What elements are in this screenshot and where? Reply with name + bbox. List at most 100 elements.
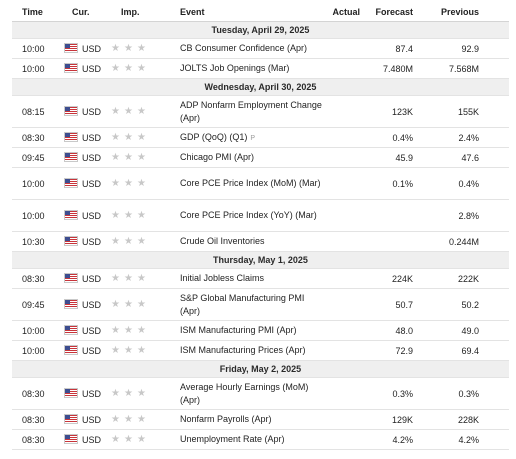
date-row: Friday, May 2, 2025: [12, 360, 509, 378]
date-label: Thursday, May 1, 2025: [12, 251, 509, 269]
currency-code: USD: [82, 179, 102, 189]
event-time: 10:00: [12, 38, 62, 59]
event-row[interactable]: 10:00 USD ★ ★ ★ Core PCE Price Index (YoY) (M…: [12, 199, 509, 232]
event-name[interactable]: ISM Manufacturing PMI (Apr): [180, 325, 297, 335]
event-row[interactable]: 10:00 USD ★ ★ ★ Core PCE Price Index (MoM) (M…: [12, 167, 509, 200]
event-row[interactable]: 10:00 USD ★ ★ ★ JOLTS Job Openings (Mar) 7.480…: [12, 58, 509, 79]
event-row[interactable]: 08:30 USD ★ ★ ★ Initial Jobless Claims 224K 222…: [12, 268, 509, 289]
event-previous: 4.2%: [421, 429, 509, 450]
star-icon: ★: [136, 152, 146, 163]
event-name[interactable]: JOLTS Job Openings (Mar): [180, 63, 290, 73]
event-row[interactable]: 10:00 USD ★ ★ ★ ISM Manufacturing PMI (Apr) 48…: [12, 320, 509, 341]
event-currency: USD: [62, 199, 111, 232]
event-previous: 2.8%: [421, 199, 509, 232]
event-row[interactable]: 08:15 USD ★ ★ ★ ADP Nonfarm Employment Change…: [12, 95, 509, 128]
event-name[interactable]: Average Hourly Earnings (MoM) (Apr): [180, 381, 309, 405]
us-flag-icon: [64, 43, 78, 53]
event-name-cell[interactable]: Average Hourly Earnings (MoM) (Apr): [180, 377, 328, 410]
us-flag-icon: [64, 152, 78, 162]
event-name-cell[interactable]: ISM Manufacturing PMI (Apr): [180, 320, 328, 341]
currency-code: USD: [82, 274, 102, 284]
event-name[interactable]: S&P Global Manufacturing PMI (Apr): [180, 292, 305, 316]
event-name[interactable]: ADP Nonfarm Employment Change (Apr): [180, 99, 322, 123]
event-currency: USD: [62, 429, 111, 450]
event-previous: 92.9: [421, 38, 509, 59]
event-previous: 2.4%: [421, 127, 509, 148]
event-row[interactable]: 10:30 USD ★ ★ ★ Crude Oil Inventories 0.244M: [12, 231, 509, 252]
header-previous[interactable]: Previous: [421, 2, 509, 22]
event-row[interactable]: 10:00 USD ★ ★ ★ CB Consumer Confidence (Apr) 8…: [12, 38, 509, 59]
event-importance: ★ ★ ★: [111, 409, 180, 430]
header-actual[interactable]: Actual: [328, 2, 368, 22]
header-event[interactable]: Event: [180, 2, 328, 22]
event-row[interactable]: 09:45 USD ★ ★ ★ Chicago PMI (Apr) 45.9 47.6: [12, 147, 509, 168]
header-currency[interactable]: Cur.: [62, 2, 111, 22]
header-time[interactable]: Time: [12, 2, 62, 22]
event-forecast: 50.7: [368, 288, 421, 321]
event-forecast: 0.4%: [368, 127, 421, 148]
us-flag-icon: [64, 63, 78, 73]
event-name-cell[interactable]: CB Consumer Confidence (Apr): [180, 38, 328, 59]
flag-canton: [65, 153, 70, 157]
event-forecast: 4.2%: [368, 429, 421, 450]
event-currency: USD: [62, 409, 111, 430]
currency-code: USD: [82, 44, 102, 54]
flag-canton: [65, 274, 70, 278]
event-time: 10:00: [12, 167, 62, 200]
star-icon: ★: [123, 132, 133, 143]
event-name-cell[interactable]: S&P Global Manufacturing PMI (Apr): [180, 288, 328, 321]
star-icon: ★: [111, 152, 120, 163]
us-flag-icon: [64, 299, 78, 309]
event-name-cell[interactable]: JOLTS Job Openings (Mar): [180, 58, 328, 79]
event-name[interactable]: Unemployment Rate (Apr): [180, 434, 285, 444]
event-importance: ★ ★ ★: [111, 58, 180, 79]
event-importance: ★ ★ ★: [111, 231, 180, 252]
event-name[interactable]: ISM Manufacturing Prices (Apr): [180, 345, 306, 355]
date-label: Wednesday, April 30, 2025: [12, 78, 509, 96]
event-name[interactable]: Initial Jobless Claims: [180, 273, 265, 283]
flag-canton: [65, 389, 70, 393]
event-previous: 49.0: [421, 320, 509, 341]
event-name[interactable]: Nonfarm Payrolls (Apr): [180, 414, 272, 424]
event-row[interactable]: 10:00 USD ★ ★ ★ ISM Manufacturing Prices (Apr…: [12, 340, 509, 361]
event-name[interactable]: Chicago PMI (Apr): [180, 152, 255, 162]
header-forecast[interactable]: Forecast: [368, 2, 421, 22]
star-icon: ★: [136, 414, 146, 425]
event-currency: USD: [62, 231, 111, 252]
event-name-cell[interactable]: Chicago PMI (Apr): [180, 147, 328, 168]
event-importance: ★ ★ ★: [111, 147, 180, 168]
event-name-cell[interactable]: Core PCE Price Index (MoM) (Mar): [180, 167, 328, 200]
event-name-cell[interactable]: ADP Nonfarm Employment Change (Apr): [180, 95, 328, 128]
event-row[interactable]: 08:30 USD ★ ★ ★ Nonfarm Payrolls (Apr) 129K 228…: [12, 409, 509, 430]
event-name[interactable]: Core PCE Price Index (YoY) (Mar): [180, 210, 317, 220]
event-row[interactable]: 09:45 USD ★ ★ ★ S&P Global Manufacturing PMI …: [12, 288, 509, 321]
flag-canton: [65, 300, 70, 304]
event-row[interactable]: 08:30 USD ★ ★ ★ GDP (QoQ) (Q1) P 0.4% 2.4%: [12, 127, 509, 148]
star-icon: ★: [136, 273, 146, 284]
event-forecast: 129K: [368, 409, 421, 430]
event-time: 08:30: [12, 127, 62, 148]
event-name-cell[interactable]: Core PCE Price Index (YoY) (Mar): [180, 199, 328, 232]
event-currency: USD: [62, 340, 111, 361]
event-importance: ★ ★ ★: [111, 377, 180, 410]
currency-code: USD: [82, 346, 102, 356]
event-name[interactable]: GDP (QoQ) (Q1): [180, 131, 248, 142]
header-importance[interactable]: Imp.: [111, 2, 180, 22]
flag-canton: [65, 211, 70, 215]
event-name-cell[interactable]: Nonfarm Payrolls (Apr): [180, 409, 328, 430]
event-name[interactable]: Crude Oil Inventories: [180, 236, 265, 246]
event-name-cell[interactable]: ISM Manufacturing Prices (Apr): [180, 340, 328, 361]
us-flag-icon: [64, 273, 78, 283]
event-row[interactable]: 08:30 USD ★ ★ ★ Average Hourly Earnings (MoM)…: [12, 377, 509, 410]
event-name-cell[interactable]: Initial Jobless Claims: [180, 268, 328, 289]
event-name[interactable]: Core PCE Price Index (MoM) (Mar): [180, 178, 321, 188]
event-name-cell[interactable]: GDP (QoQ) (Q1) P: [180, 127, 328, 148]
event-importance: ★ ★ ★: [111, 268, 180, 289]
event-time: 08:30: [12, 409, 62, 430]
date-row: Thursday, May 1, 2025: [12, 251, 509, 269]
event-name[interactable]: CB Consumer Confidence (Apr): [180, 43, 308, 53]
event-name-cell[interactable]: Unemployment Rate (Apr): [180, 429, 328, 450]
event-name-cell[interactable]: Crude Oil Inventories: [180, 231, 328, 252]
event-importance: ★ ★ ★: [111, 167, 180, 200]
event-row[interactable]: 08:30 USD ★ ★ ★ Unemployment Rate (Apr) 4.2% 4.…: [12, 429, 509, 450]
